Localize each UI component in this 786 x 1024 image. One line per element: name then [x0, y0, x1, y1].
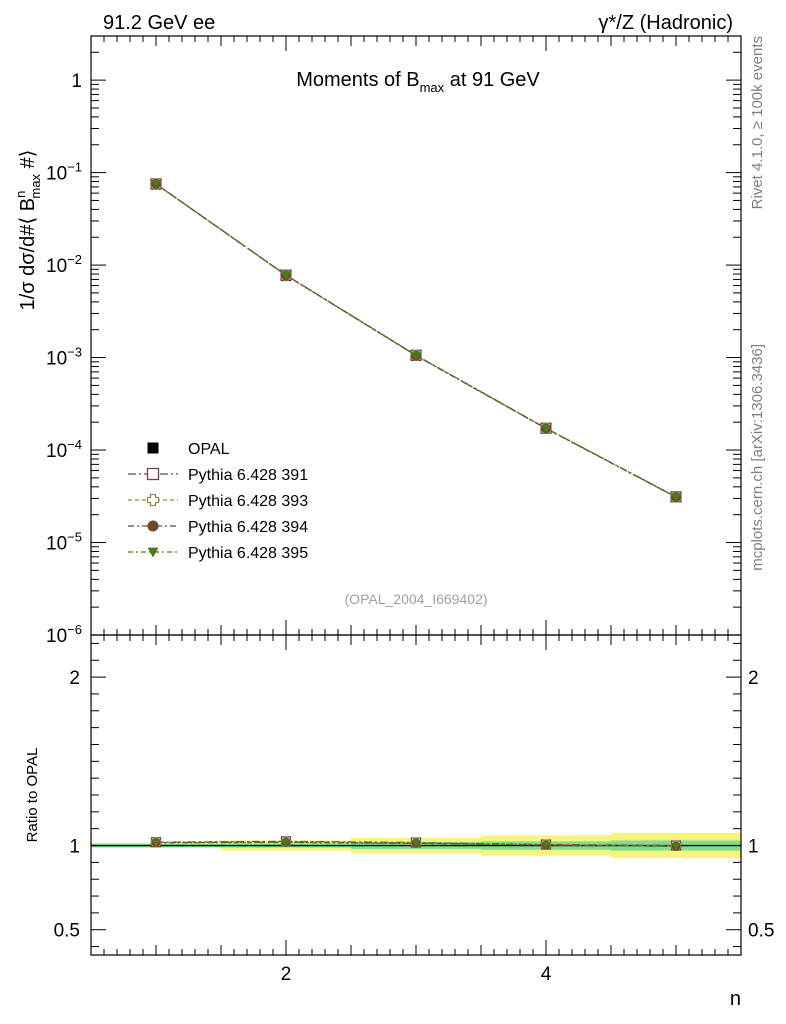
ratio-y-tick-label-left: 1: [69, 837, 80, 858]
main-line-pythia-6.428-391: [155, 183, 677, 498]
ratio-y-tick-label-right: 0.5: [748, 921, 774, 942]
ratio-y-tick-label-right: 1: [748, 837, 759, 858]
data-point-pythia-6.428-395: [151, 180, 161, 190]
header-left-label: 91.2 GeV ee: [103, 12, 215, 34]
main-y-tick-labels: 1 10−1 10−2 10−3 10−4 10−5 10−6: [46, 71, 82, 647]
ratio-point-pythia-6.428-395: [541, 841, 551, 850]
main-y-axis-label: 1/σ dσ/d#⟨ Bnmax #⟩: [13, 150, 43, 311]
legend-label: Pythia 6.428 391: [188, 467, 308, 484]
ratio-y-tick-label-left: 0.5: [54, 921, 80, 942]
main-y-tick-label: 10−1: [46, 160, 82, 185]
ratio-y-tick-label-left: 2: [69, 668, 80, 689]
ratio-tick-labels: 0.5 0.5 1 1 2 2 2 4: [54, 668, 775, 985]
rivet-label: Rivet 4.1.0, ≥ 100k events: [749, 36, 766, 209]
main-y-tick-label: 10−3: [46, 345, 82, 370]
x-tick-label: 4: [541, 964, 552, 985]
mcplots-label: mcplots.cern.ch [arXiv:1306.3436]: [749, 344, 766, 571]
legend-marker: [146, 467, 160, 481]
legend-label: Pythia 6.428 395: [188, 545, 308, 562]
ratio-point-pythia-6.428-395: [151, 839, 161, 848]
data-point-pythia-6.428-395: [671, 493, 681, 503]
main-series-markers: [150, 178, 682, 503]
main-y-tick-label: 10−5: [46, 530, 82, 555]
main-y-tick-label: 10−6: [46, 622, 82, 647]
main-line-pythia-6.428-395: [155, 183, 677, 498]
ratio-frame: [90, 634, 742, 956]
ratio-point-pythia-6.428-395: [671, 842, 681, 851]
data-point-pythia-6.428-395: [541, 424, 551, 434]
data-point-pythia-6.428-395: [411, 351, 421, 361]
chart-title: Moments of Bmax at 91 GeV: [296, 69, 540, 95]
ratio-series-markers: [150, 836, 682, 852]
ratio-point-pythia-6.428-395: [411, 839, 421, 849]
legend-label: Pythia 6.428 394: [188, 519, 308, 536]
legend-marker: [146, 493, 160, 507]
ratio-point-pythia-6.428-395: [281, 838, 291, 847]
main-y-tick-label: 10−4: [46, 437, 82, 462]
legend-marker: [147, 547, 159, 558]
legend-marker: [147, 520, 159, 532]
x-tick-label: 2: [281, 964, 292, 985]
legend-label: OPAL: [188, 441, 230, 458]
main-series-lines: [155, 183, 677, 498]
ratio-panel: 0.5 0.5 1 1 2 2 2 4 Ratio to OPAL n: [24, 634, 775, 1010]
legend-marker: [147, 442, 159, 454]
ratio-y-tick-label-right: 2: [748, 668, 759, 689]
main-panel: 1 10−1 10−2 10−3 10−4 10−5 10−6 Moments of Bma…: [13, 35, 742, 647]
data-point-pythia-6.428-395: [281, 271, 291, 281]
x-axis-label: n: [730, 988, 741, 1010]
main-y-tick-label: 10−2: [46, 252, 82, 277]
ratio-y-axis-label: Ratio to OPAL: [24, 748, 41, 843]
analysis-watermark: (OPAL_2004_I669402): [345, 591, 488, 607]
main-line-pythia-6.428-394: [155, 183, 677, 498]
ratio-ticks: [91, 635, 741, 955]
legend-label: Pythia 6.428 393: [188, 493, 308, 510]
legend: OPAL Pythia 6.428 391 Pythia 6.428 393 Pyth…: [128, 441, 308, 562]
main-line-pythia-6.428-393: [155, 183, 677, 498]
main-ticks: [91, 35, 741, 636]
main-y-tick-label: 1: [71, 71, 82, 92]
header-right-label: γ*/Z (Hadronic): [599, 12, 733, 34]
